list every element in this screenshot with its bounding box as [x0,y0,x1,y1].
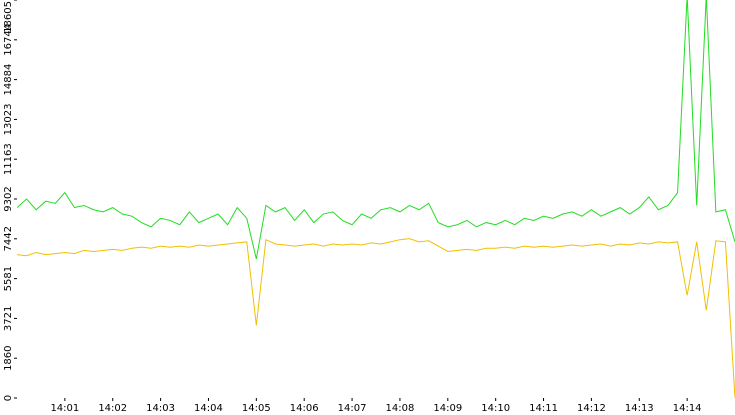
x-tick-label: 14:03 [146,403,175,414]
series-line [17,238,735,398]
x-tick-label: 14:05 [242,403,271,414]
y-tick-label: 13023 [3,104,14,136]
x-tick-label: 14:01 [50,403,79,414]
x-tick-label: 14:10 [481,403,510,414]
y-tick-label: 16744 [3,24,14,56]
x-tick-label: 14:12 [577,403,606,414]
x-tick-label: 14:14 [673,403,702,414]
y-tick-label: 9302 [3,186,14,211]
y-tick-label: 7442 [3,226,14,251]
y-tick-label: 14884 [3,64,14,96]
x-tick-label: 14:08 [386,403,415,414]
y-tick-label: 0 [3,395,14,401]
y-tick-label: 18605 [3,1,14,33]
y-tick-label: 3721 [3,306,14,331]
x-tick-label: 14:02 [98,403,127,414]
y-tick-label: 11163 [3,143,14,175]
x-tick-label: 14:11 [529,403,558,414]
x-tick-label: 14:04 [194,403,223,414]
x-tick-label: 14:06 [290,403,319,414]
series-line [17,0,735,260]
x-tick-label: 14:07 [338,403,367,414]
y-tick-label: 1860 [3,345,14,370]
plot-area [17,0,735,398]
y-tick-label: 5581 [3,266,14,291]
x-tick-label: 14:13 [625,403,654,414]
x-tick-label: 14:09 [433,403,462,414]
